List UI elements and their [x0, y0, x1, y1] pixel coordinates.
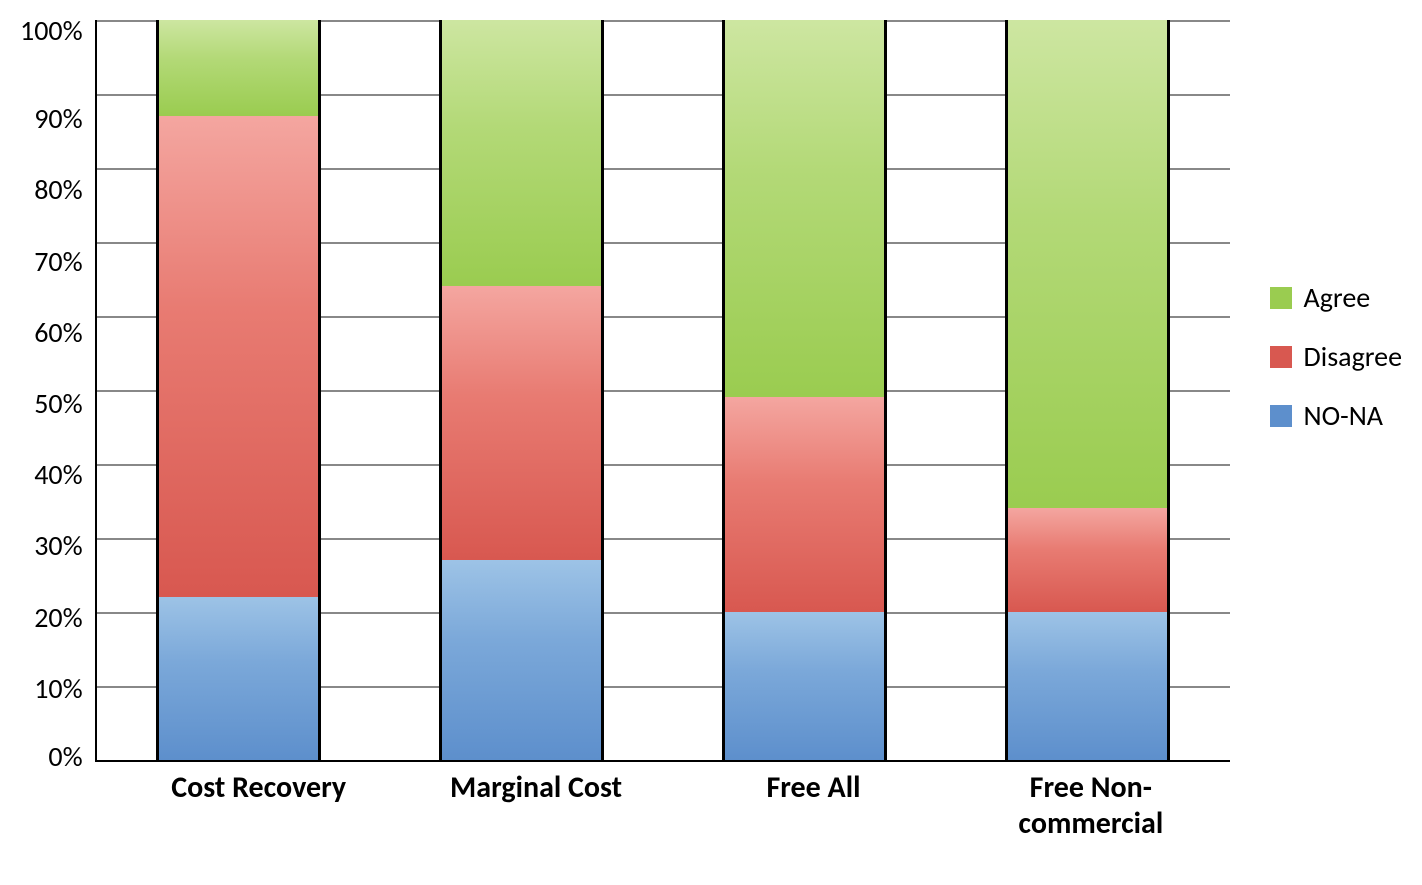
legend-label: NO-NA	[1304, 398, 1383, 433]
legend-item-nona: NO-NA	[1270, 398, 1402, 433]
segment-agree	[1008, 20, 1167, 508]
segment-agree	[725, 20, 884, 397]
plot-area	[95, 20, 1230, 762]
x-label: Cost Recovery	[137, 770, 381, 842]
y-tick: 60%	[34, 319, 82, 347]
legend: Agree Disagree NO-NA	[1230, 20, 1402, 457]
legend-swatch-icon	[1270, 287, 1292, 309]
segment-disagree	[159, 116, 318, 597]
x-label: Free Non-commercial	[969, 770, 1213, 842]
bar-slot	[986, 20, 1190, 760]
segment-nona	[159, 597, 318, 760]
y-tick: 100%	[20, 17, 83, 45]
bar-marginal-cost	[439, 20, 604, 760]
segment-disagree	[442, 286, 601, 560]
segment-agree	[159, 20, 318, 116]
bar-slot	[419, 20, 623, 760]
legend-swatch-icon	[1270, 346, 1292, 368]
y-tick: 50%	[34, 390, 82, 418]
y-tick: 90%	[34, 105, 82, 133]
legend-item-agree: Agree	[1270, 280, 1402, 315]
segment-nona	[1008, 612, 1167, 760]
segment-nona	[442, 560, 601, 760]
y-tick: 30%	[34, 532, 82, 560]
y-tick: 20%	[34, 604, 82, 632]
x-label: Free All	[691, 770, 935, 842]
bars-group	[97, 20, 1230, 760]
chart-main: 100% 90% 80% 70% 60% 50% 40% 30% 20% 10%…	[20, 20, 1230, 842]
bar-slot	[703, 20, 907, 760]
bar-free-all	[722, 20, 887, 760]
y-tick: 70%	[34, 248, 82, 276]
y-tick: 10%	[34, 675, 82, 703]
x-label: Marginal Cost	[414, 770, 658, 842]
segment-disagree	[725, 397, 884, 612]
y-axis: 100% 90% 80% 70% 60% 50% 40% 30% 20% 10%…	[20, 20, 95, 760]
legend-label: Agree	[1304, 280, 1371, 315]
stacked-bar-chart: 100% 90% 80% 70% 60% 50% 40% 30% 20% 10%…	[20, 20, 1402, 865]
y-tick: 0%	[48, 743, 82, 771]
legend-item-disagree: Disagree	[1270, 339, 1402, 374]
x-labels: Cost Recovery Marginal Cost Free All Fre…	[120, 760, 1230, 842]
legend-swatch-icon	[1270, 405, 1292, 427]
x-axis: Cost Recovery Marginal Cost Free All Fre…	[120, 760, 1230, 842]
legend-label: Disagree	[1304, 339, 1402, 374]
segment-agree	[442, 20, 601, 286]
y-tick: 80%	[34, 176, 82, 204]
bar-free-non-commercial	[1005, 20, 1170, 760]
segment-disagree	[1008, 508, 1167, 612]
y-tick: 40%	[34, 461, 82, 489]
plot-row: 100% 90% 80% 70% 60% 50% 40% 30% 20% 10%…	[20, 20, 1230, 760]
bar-slot	[136, 20, 340, 760]
bar-cost-recovery	[156, 20, 321, 760]
segment-nona	[725, 612, 884, 760]
